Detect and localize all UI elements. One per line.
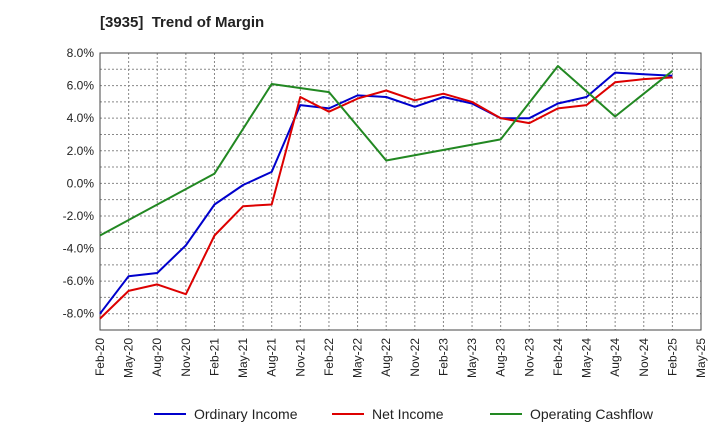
x-tick-label: May-25 — [694, 338, 708, 378]
x-tick-label: Nov-24 — [637, 338, 651, 377]
x-tick-label: Nov-21 — [293, 338, 307, 377]
chart-title: [3935] Trend of Margin — [100, 14, 265, 31]
x-tick-label: May-20 — [122, 338, 136, 378]
x-tick-label: Feb-25 — [665, 338, 679, 376]
x-tick-label: Feb-20 — [93, 338, 107, 376]
x-tick-label: Feb-23 — [436, 338, 450, 376]
series-line-operating-cashflow — [99, 65, 674, 237]
x-tick-label: May-23 — [465, 338, 479, 378]
gridlines — [100, 53, 701, 330]
plot-area — [99, 52, 702, 331]
legend-label-net-income: Net Income — [372, 406, 444, 422]
y-tick-label: 4.0% — [67, 111, 95, 125]
legend-label-ordinary-income: Ordinary Income — [194, 406, 298, 422]
x-tick-label: May-22 — [351, 338, 365, 378]
y-tick-label: 6.0% — [67, 79, 95, 93]
x-tick-label: Nov-20 — [179, 338, 193, 377]
x-tick-label: Aug-22 — [379, 338, 393, 377]
x-tick-label: Nov-22 — [408, 338, 422, 377]
x-tick-label: Aug-24 — [608, 338, 622, 377]
x-tick-label: Feb-24 — [551, 338, 565, 376]
x-tick-label: Aug-20 — [150, 338, 164, 377]
axis-labels: 8.0% 6.0% 4.0% 2.0% 0.0% -2.0% -4.0% -6.0% -8.0%… — [63, 46, 708, 378]
x-tick-label: Aug-21 — [265, 338, 279, 377]
series-line-ordinary-income — [99, 71, 673, 315]
x-tick-label: Nov-23 — [522, 338, 536, 377]
y-tick-label: 0.0% — [67, 176, 95, 190]
series-lines — [99, 65, 674, 320]
x-tick-label: Feb-22 — [322, 338, 336, 376]
x-tick-label: Feb-21 — [207, 338, 221, 376]
x-tick-label: May-21 — [236, 338, 250, 378]
y-tick-label: 8.0% — [67, 46, 95, 60]
legend-label-operating-cashflow: Operating Cashflow — [530, 406, 654, 422]
x-tick-label: Aug-23 — [494, 338, 508, 377]
y-tick-label: -4.0% — [63, 242, 95, 256]
x-tick-label: May-24 — [580, 338, 594, 378]
y-tick-label: -6.0% — [63, 274, 95, 288]
y-tick-label: -8.0% — [63, 307, 95, 321]
legend: Ordinary Income Net Income Operating Cashf… — [154, 406, 654, 422]
y-tick-label: 2.0% — [67, 144, 95, 158]
y-tick-label: -2.0% — [63, 209, 95, 223]
series-line-net-income — [99, 76, 673, 320]
